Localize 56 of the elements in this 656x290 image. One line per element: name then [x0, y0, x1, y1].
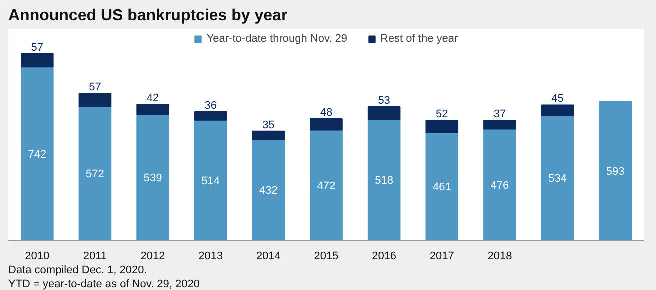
bar: [194, 120, 228, 240]
data-label: 572: [86, 168, 104, 181]
text: Data compiled Dec. 1, 2020.: [8, 264, 148, 276]
data-label: 35: [262, 119, 275, 132]
data-label: 53: [378, 95, 390, 108]
data-label: 52: [436, 108, 448, 121]
x-tick-label: 2018: [488, 250, 512, 262]
legend-label: Rest of the year: [380, 33, 458, 45]
bar: [599, 101, 632, 240]
bar: [21, 66, 54, 240]
x-tick-label: 2014: [256, 250, 281, 262]
bar: [426, 132, 459, 240]
data-label: 48: [320, 106, 333, 119]
bar: [252, 130, 286, 140]
bar: [21, 53, 54, 68]
bar: [541, 104, 574, 116]
bar: [426, 120, 459, 134]
bar: [136, 114, 170, 240]
data-label: 432: [260, 185, 278, 198]
data-label: 36: [204, 100, 217, 112]
bar: [78, 93, 112, 108]
bar: [136, 104, 170, 116]
data-label: 742: [28, 148, 47, 161]
data-label: 461: [432, 182, 452, 194]
bar: [484, 128, 516, 240]
chart-title: Announced US bankruptcies by year: [8, 8, 288, 24]
bar: [541, 115, 574, 240]
data-label: 476: [490, 180, 510, 192]
x-tick-label: 2016: [372, 250, 397, 262]
data-label: 518: [375, 174, 394, 187]
data-label: 37: [494, 108, 506, 121]
x-tick-label: 2010: [25, 250, 50, 262]
x-tick-label: 2013: [198, 250, 224, 262]
bar: [310, 118, 343, 131]
bar: [78, 106, 112, 240]
bar: [194, 111, 228, 121]
data-label: 593: [606, 166, 625, 178]
data-label: 57: [89, 82, 102, 94]
data-label: 534: [548, 173, 567, 186]
bar: [484, 120, 516, 130]
data-label: 45: [552, 93, 564, 106]
data-label: 539: [144, 172, 162, 185]
data-label: 42: [146, 92, 160, 105]
bar: [368, 118, 401, 240]
x-tick-label: 2012: [140, 250, 166, 262]
text: YTD = year-to-date as of Nov. 29, 2020: [8, 278, 200, 290]
data-label: 57: [31, 42, 44, 54]
legend-label: Year-to-date through Nov. 29: [206, 33, 348, 45]
bar: [252, 139, 286, 240]
data-label: 514: [202, 175, 220, 188]
bar: [368, 106, 401, 120]
data-label: 472: [317, 180, 336, 192]
bar: [310, 130, 343, 240]
x-tick-label: 2011: [83, 250, 108, 262]
x-tick-label: 2017: [430, 250, 454, 262]
x-tick-label: 2015: [314, 250, 339, 262]
